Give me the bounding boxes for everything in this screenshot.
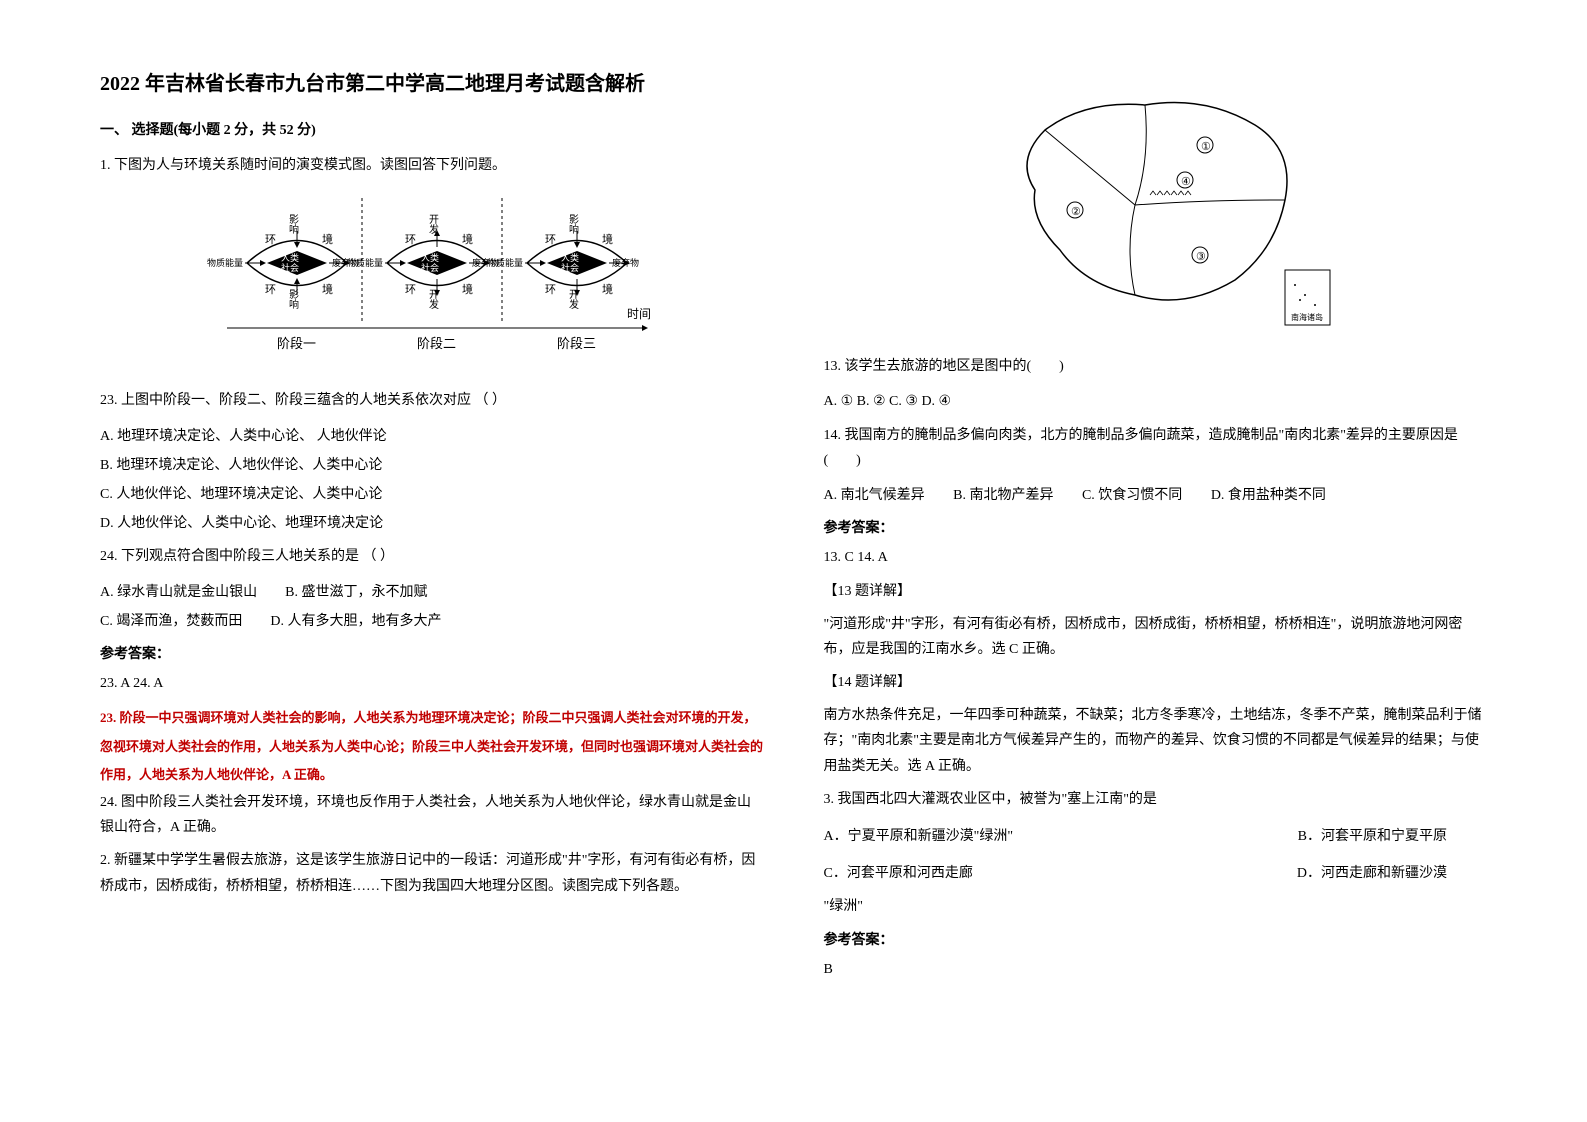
answer-1: 23. A 24. A — [100, 671, 764, 696]
svg-text:社会: 社会 — [281, 262, 299, 273]
svg-text:响: 响 — [289, 298, 299, 311]
time-label: 时间 — [627, 307, 651, 321]
stage2-label: 阶段二 — [417, 336, 456, 351]
stage-diagram: 环 境 环 境 影 响 影 响 人类 社会 物质能量 废弃物 — [100, 193, 764, 373]
svg-text:发: 发 — [429, 298, 439, 311]
svg-text:④: ④ — [1181, 176, 1191, 188]
answer-2: 13. C 14. A — [824, 545, 1488, 570]
q24-opt-c: C. 竭泽而渔，焚薮而田 — [100, 614, 242, 629]
q24-opt-b: B. 盛世滋丁，永不加赋 — [285, 585, 427, 600]
svg-text:人类: 人类 — [281, 252, 299, 263]
q23-opt-a: A. 地理环境决定论、人类中心论、 人地伙伴论 — [100, 424, 764, 449]
svg-text:②: ② — [1071, 206, 1081, 218]
q24: 24. 下列观点符合图中阶段三人地关系的是 （ ） — [100, 544, 764, 569]
explanation-24: 24. 图中阶段三人类社会开发环境，环境也反作用于人类社会，人地关系为人地伙伴论… — [100, 790, 764, 840]
q3: 3. 我国西北四大灌溉农业区中，被誉为"塞上江南"的是 — [824, 787, 1488, 812]
q1-intro: 1. 下图为人与环境关系随时间的演变模式图。读图回答下列问题。 — [100, 153, 764, 178]
stage1-label: 阶段一 — [277, 336, 316, 351]
q3-opt-b: B．河套平原和宁夏平原 — [1298, 824, 1447, 849]
china-map: ① ② ③ ④ 南海诸岛 — [824, 70, 1488, 339]
page-title: 2022 年吉林省长春市九台市第二中学高二地理月考试题含解析 — [100, 70, 764, 98]
exp13: "河道形成"井"字形，有河有街必有桥，因桥成市，因桥成街，桥桥相望，桥桥相连"，… — [824, 612, 1488, 662]
q14-opt-c: C. 饮食习惯不同 — [1082, 488, 1182, 503]
answer-label-2: 参考答案： — [824, 516, 1488, 541]
answer-3: B — [824, 957, 1488, 982]
svg-text:境: 境 — [602, 232, 613, 246]
q3-opt-d: D．河西走廊和新疆沙漠 — [1297, 861, 1447, 886]
q3-opt-c: C．河套平原和河西走廊 — [824, 861, 973, 886]
svg-text:境: 境 — [462, 282, 473, 296]
svg-text:物质能量: 物质能量 — [207, 257, 243, 268]
q2-intro: 2. 新疆某中学学生暑假去旅游，这是该学生旅游日记中的一段话：河道形成"井"字形… — [100, 848, 764, 898]
svg-text:环: 环 — [545, 284, 556, 296]
q14: 14. 我国南方的腌制品多偏向肉类，北方的腌制品多偏向蔬菜，造成腌制品"南肉北素… — [824, 423, 1488, 473]
q13: 13. 该学生去旅游的地区是图中的( ) — [824, 354, 1488, 379]
svg-text:南海诸岛: 南海诸岛 — [1291, 312, 1323, 322]
q24-opt-d: D. 人有多大胆，地有多大产 — [270, 614, 441, 629]
answer-label-1: 参考答案： — [100, 642, 764, 667]
svg-text:社会: 社会 — [421, 262, 439, 273]
svg-text:人类: 人类 — [421, 252, 439, 263]
q23: 23. 上图中阶段一、阶段二、阶段三蕴含的人地关系依次对应 （ ） — [100, 388, 764, 413]
exp14: 南方水热条件充足，一年四季可种蔬菜，不缺菜；北方冬季寒冷，土地结冻，冬季不产菜，… — [824, 703, 1488, 779]
svg-text:环: 环 — [405, 234, 416, 246]
exp13-head: 【13 题详解】 — [824, 579, 1488, 604]
exp14-head: 【14 题详解】 — [824, 670, 1488, 695]
svg-text:人类: 人类 — [561, 252, 579, 263]
q24-opt-a: A. 绿水青山就是金山银山 — [100, 585, 257, 600]
svg-text:境: 境 — [462, 232, 473, 246]
svg-text:物质能量: 物质能量 — [347, 257, 383, 268]
svg-text:①: ① — [1201, 141, 1211, 153]
q14-opt-d: D. 食用盐种类不同 — [1211, 488, 1326, 503]
stage3-label: 阶段三 — [557, 336, 596, 351]
explanation-23: 23. 阶段一中只强调环境对人类社会的影响，人地关系为地理环境决定论；阶段二中只… — [100, 704, 764, 790]
q3-opt-a: A．宁夏平原和新疆沙漠"绿洲" — [824, 824, 1014, 849]
svg-text:物质能量: 物质能量 — [487, 257, 523, 268]
svg-text:境: 境 — [602, 282, 613, 296]
svg-text:③: ③ — [1196, 251, 1206, 263]
q14-opt-a: A. 南北气候差异 — [824, 488, 925, 503]
answer-label-3: 参考答案： — [824, 928, 1488, 953]
svg-text:境: 境 — [322, 232, 333, 246]
q13-opts: A. ① B. ② C. ③ D. ④ — [824, 389, 1488, 414]
q14-opt-b: B. 南北物产差异 — [953, 488, 1053, 503]
svg-text:环: 环 — [265, 234, 276, 246]
q3-tail: "绿洲" — [824, 894, 1488, 919]
svg-text:社会: 社会 — [561, 262, 579, 273]
svg-text:环: 环 — [545, 234, 556, 246]
q23-opt-c: C. 人地伙伴论、地理环境决定论、人类中心论 — [100, 482, 764, 507]
svg-text:发: 发 — [569, 298, 579, 311]
section-head: 一、 选择题(每小题 2 分，共 52 分) — [100, 118, 764, 143]
svg-text:环: 环 — [405, 284, 416, 296]
svg-text:境: 境 — [322, 282, 333, 296]
q23-opt-d: D. 人地伙伴论、人类中心论、地理环境决定论 — [100, 511, 764, 536]
svg-text:环: 环 — [265, 284, 276, 296]
q23-opt-b: B. 地理环境决定论、人地伙伴论、人类中心论 — [100, 453, 764, 478]
